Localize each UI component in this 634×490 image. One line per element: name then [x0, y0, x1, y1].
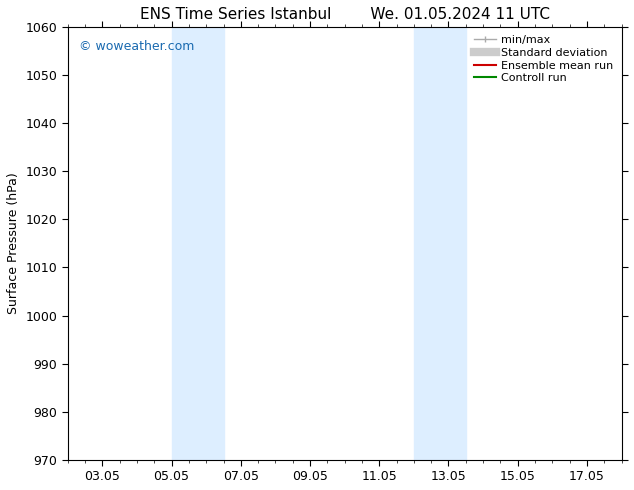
Bar — [414, 27, 466, 460]
Title: ENS Time Series Istanbul        We. 01.05.2024 11 UTC: ENS Time Series Istanbul We. 01.05.2024 … — [139, 7, 550, 22]
Legend: min/max, Standard deviation, Ensemble mean run, Controll run: min/max, Standard deviation, Ensemble me… — [469, 30, 618, 88]
Bar — [172, 27, 224, 460]
Y-axis label: Surface Pressure (hPa): Surface Pressure (hPa) — [7, 172, 20, 314]
Text: © woweather.com: © woweather.com — [79, 40, 194, 53]
